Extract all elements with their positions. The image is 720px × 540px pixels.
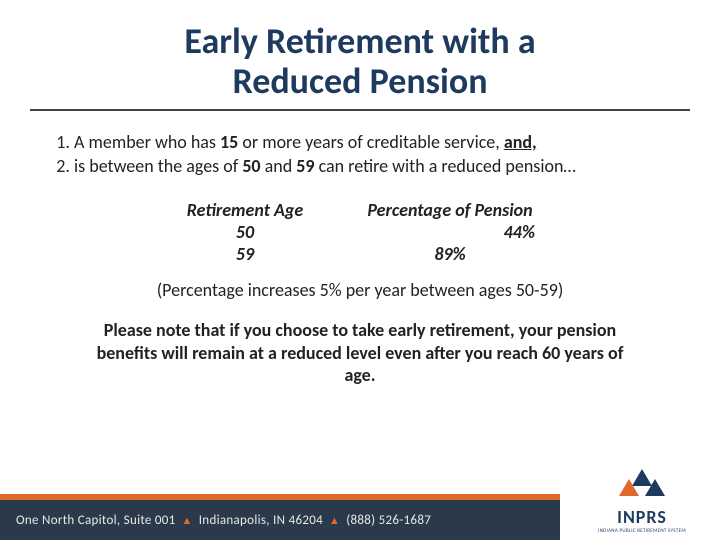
logo-subtitle: INDIANA PUBLIC RETIREMENT SYSTEM: [582, 528, 702, 534]
emphasis: and,: [504, 131, 537, 153]
cell-age: 59: [155, 243, 335, 265]
emphasis: 15: [220, 131, 238, 153]
table-row: 50 44%: [155, 221, 565, 243]
cell-age: 50: [155, 221, 335, 243]
text: is between the ages of: [74, 155, 242, 177]
list-item: is between the ages of 50 and 59 can ret…: [74, 155, 672, 177]
cell-pct: 89%: [335, 243, 565, 265]
slide: Early Retirement with a Reduced Pension …: [0, 0, 720, 540]
pyramid-icon: [619, 469, 665, 499]
increment-note: (Percentage increases 5% per year betwee…: [48, 279, 672, 301]
list-item: A member who has 15 or more years of cre…: [74, 131, 672, 153]
text: can retire with a reduced pension…: [315, 155, 576, 177]
table-row: 59 89%: [155, 243, 565, 265]
text: and: [261, 155, 297, 177]
emphasis: 50: [242, 155, 260, 177]
footer-phone: (888) 526-1687: [346, 513, 431, 528]
footer-addr1: One North Capitol, Suite 001: [16, 513, 176, 528]
footer-logo: INPRS INDIANA PUBLIC RETIREMENT SYSTEM: [582, 469, 702, 534]
pension-table: Retirement Age Percentage of Pension 50 …: [48, 199, 672, 265]
eligibility-list: A member who has 15 or more years of cre…: [48, 131, 672, 177]
title-line-2: Reduced Pension: [232, 59, 487, 103]
page-title: Early Retirement with a Reduced Pension: [30, 0, 690, 111]
title-line-1: Early Retirement with a: [184, 19, 535, 63]
footer-address-bar: One North Capitol, Suite 001 ▲ Indianapo…: [0, 500, 560, 540]
emphasis: 59: [296, 155, 314, 177]
header-pct: Percentage of Pension: [335, 199, 565, 221]
table-header: Retirement Age Percentage of Pension: [155, 199, 565, 221]
logo-brand: INPRS: [582, 506, 702, 528]
header-age: Retirement Age: [155, 199, 335, 221]
triangle-icon: ▲: [182, 514, 193, 527]
text: A member who has: [74, 131, 220, 153]
triangle-icon: ▲: [329, 514, 340, 527]
body: A member who has 15 or more years of cre…: [0, 111, 720, 387]
footer: One North Capitol, Suite 001 ▲ Indianapo…: [0, 488, 720, 540]
footer-addr2: Indianapolis, IN 46204: [199, 513, 323, 528]
cell-pct: 44%: [335, 221, 565, 243]
text: or more years of creditable service,: [238, 131, 504, 153]
warning-note: Please note that if you choose to take e…: [88, 319, 632, 387]
